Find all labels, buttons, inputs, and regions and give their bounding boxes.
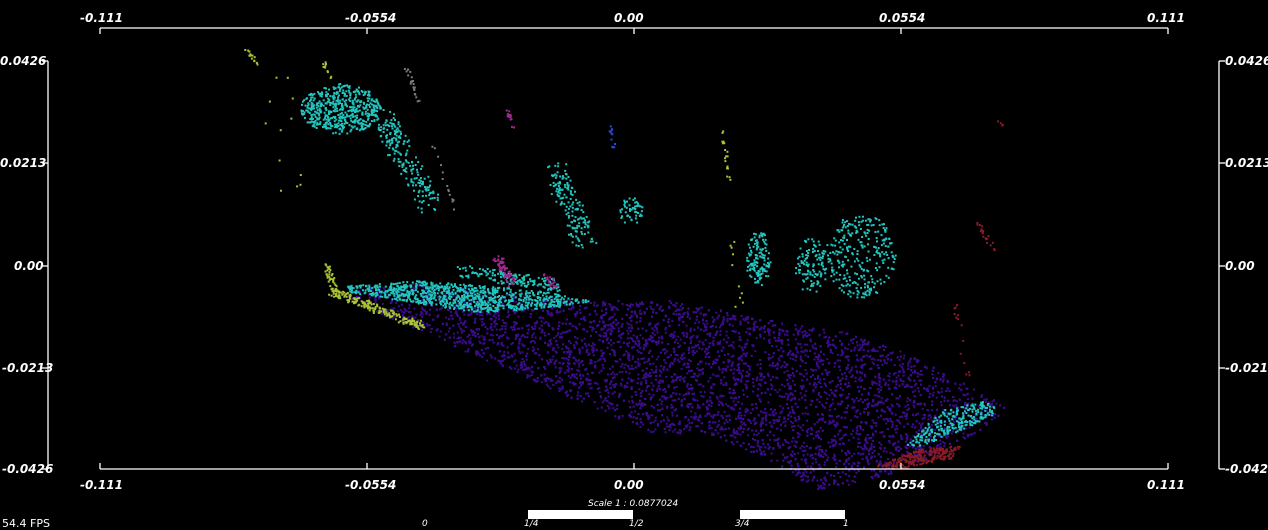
- dark-red-strand: [953, 304, 971, 377]
- right-tick-label: -0.0213: [1225, 361, 1268, 375]
- dark-red-strand: [996, 120, 1004, 127]
- scale-tick-label: 1/2: [629, 519, 644, 529]
- bottom-tick-label: -0.111: [80, 478, 123, 492]
- scale-tick-label: 1/4: [524, 519, 539, 529]
- scale-tick-label: 1: [843, 519, 849, 529]
- cyan-cluster: [826, 215, 897, 299]
- bottom-tick-label: 0.0554: [879, 478, 926, 492]
- scale-label: Scale 1 : 0.0877024: [588, 499, 679, 509]
- top-tick-label: -0.0554: [345, 11, 397, 25]
- bottom-tick-label: -0.0554: [345, 478, 397, 492]
- cyan-cluster: [795, 238, 828, 293]
- cyan-cluster: [373, 105, 439, 214]
- cyan-cluster: [619, 197, 644, 224]
- gray-strand: [431, 145, 455, 211]
- yellow-green-strand: [322, 61, 333, 79]
- cyan-cluster: [547, 162, 598, 249]
- right-axis: [1218, 60, 1225, 470]
- magenta-strand: [492, 255, 516, 288]
- magenta-strand: [505, 109, 516, 129]
- dark-red-strand: [976, 222, 996, 252]
- left-tick-label: -0.0426: [2, 462, 54, 476]
- top-tick-label: 0.0554: [879, 11, 926, 25]
- scale-tick-label: 3/4: [735, 519, 750, 529]
- cyan-cluster: [300, 83, 382, 135]
- left-tick-label: 0.0426: [0, 54, 47, 68]
- yellow-green-strand: [264, 76, 302, 192]
- yellow-green-strand: [721, 130, 732, 181]
- yellow-green-edge-points: [324, 263, 339, 293]
- left-tick-label: -0.0213: [2, 361, 54, 375]
- bottom-tick-label: 0.00: [614, 478, 644, 492]
- gray-strand: [403, 68, 421, 103]
- right-tick-label: -0.0426: [1225, 462, 1268, 476]
- top-tick-label: -0.111: [80, 11, 123, 25]
- scale-bar-segment: [528, 510, 633, 519]
- cyan-spikes: [456, 265, 561, 293]
- ground-points: [348, 282, 1005, 491]
- top-tick-label: 0.00: [614, 11, 644, 25]
- right-tick-label: 0.0426: [1225, 54, 1268, 68]
- red-corner-points: [877, 445, 961, 469]
- fps-counter: 54.4 FPS: [2, 517, 50, 530]
- scale-bar-segment: [740, 510, 845, 519]
- point-cloud: [244, 49, 1005, 491]
- blue-strand: [608, 125, 616, 149]
- magenta-strand: [543, 273, 559, 290]
- right-tick-label: 0.0213: [1225, 156, 1268, 170]
- scale-tick-label: 0: [422, 519, 428, 529]
- right-tick-label: 0.00: [1225, 259, 1255, 273]
- cyan-corner-points: [907, 401, 996, 447]
- cyan-cluster: [746, 232, 772, 287]
- cyan-edge-points: [347, 280, 590, 314]
- top-axis: [99, 27, 1169, 34]
- yellow-green-strand: [729, 240, 744, 308]
- left-axis: [42, 60, 49, 470]
- left-tick-label: 0.00: [14, 259, 44, 273]
- top-tick-label: 0.111: [1147, 11, 1185, 25]
- yellow-green-edge-points: [328, 287, 426, 330]
- bottom-axis: [99, 463, 1169, 470]
- yellow-green-strand: [244, 49, 259, 66]
- left-tick-label: 0.0213: [0, 156, 47, 170]
- bottom-tick-label: 0.111: [1147, 478, 1185, 492]
